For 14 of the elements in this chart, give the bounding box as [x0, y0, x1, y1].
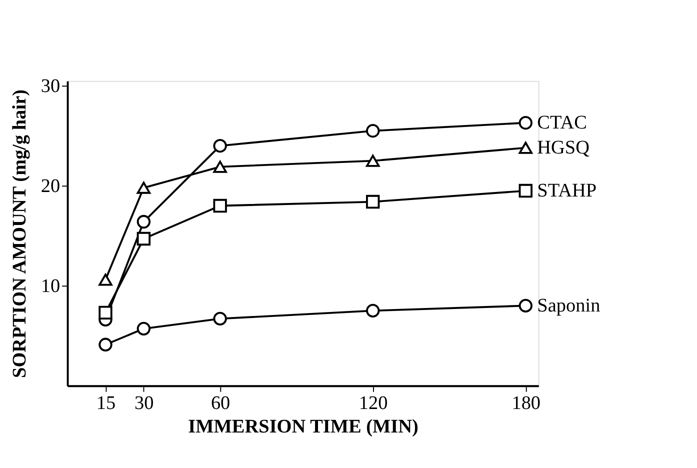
series-label: HGSQ — [537, 138, 590, 159]
x-tick-label: 30 — [134, 393, 154, 414]
x-tick-label: 15 — [96, 393, 116, 414]
x-tick-label: 60 — [210, 393, 230, 414]
series-label: Saponin — [537, 295, 601, 316]
y-tick-label: 10 — [40, 276, 60, 297]
x-axis-title: IMMERSION TIME (MIN) — [188, 416, 418, 438]
y-tick-label: 30 — [40, 76, 60, 98]
series-label: CTAC — [537, 112, 587, 134]
series-label: STAHP — [537, 180, 597, 202]
x-tick-label: 180 — [512, 393, 541, 414]
y-tick-label: 20 — [40, 176, 60, 198]
y-axis-title: SORPTION AMOUNT (mg/g hair) — [9, 89, 30, 378]
x-tick-label: 120 — [358, 393, 388, 414]
